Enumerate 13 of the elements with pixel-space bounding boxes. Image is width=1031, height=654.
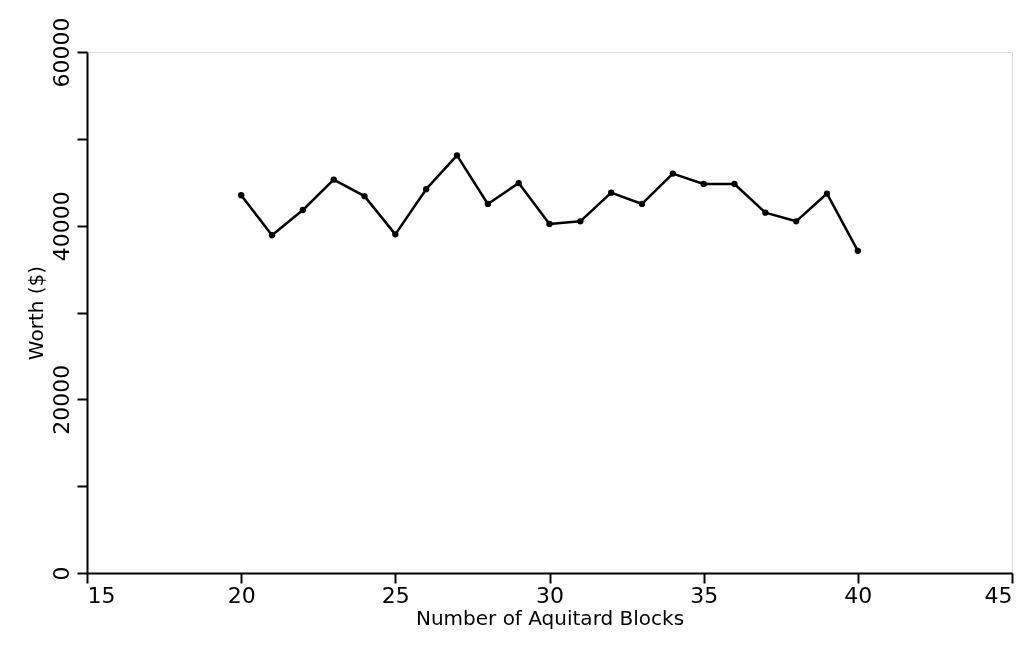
- x-tick-label: 45: [984, 582, 1013, 608]
- x-tick-label: 35: [690, 582, 719, 608]
- x-axis-title: Number of Aquitard Blocks: [415, 605, 685, 630]
- x-tick-label: 40: [844, 582, 873, 608]
- y-tick-label: 60000: [48, 17, 74, 88]
- y-tick-label: 20000: [48, 364, 74, 435]
- y-axis-title: Worth ($): [23, 265, 48, 361]
- x-tick-label: 15: [87, 582, 116, 608]
- y-tick-label: 40000: [48, 191, 74, 262]
- x-tick-label: 25: [381, 582, 410, 608]
- x-tick-label: 20: [227, 582, 256, 608]
- y-tick-label: 0: [48, 566, 74, 581]
- x-tick-label: 30: [536, 582, 564, 608]
